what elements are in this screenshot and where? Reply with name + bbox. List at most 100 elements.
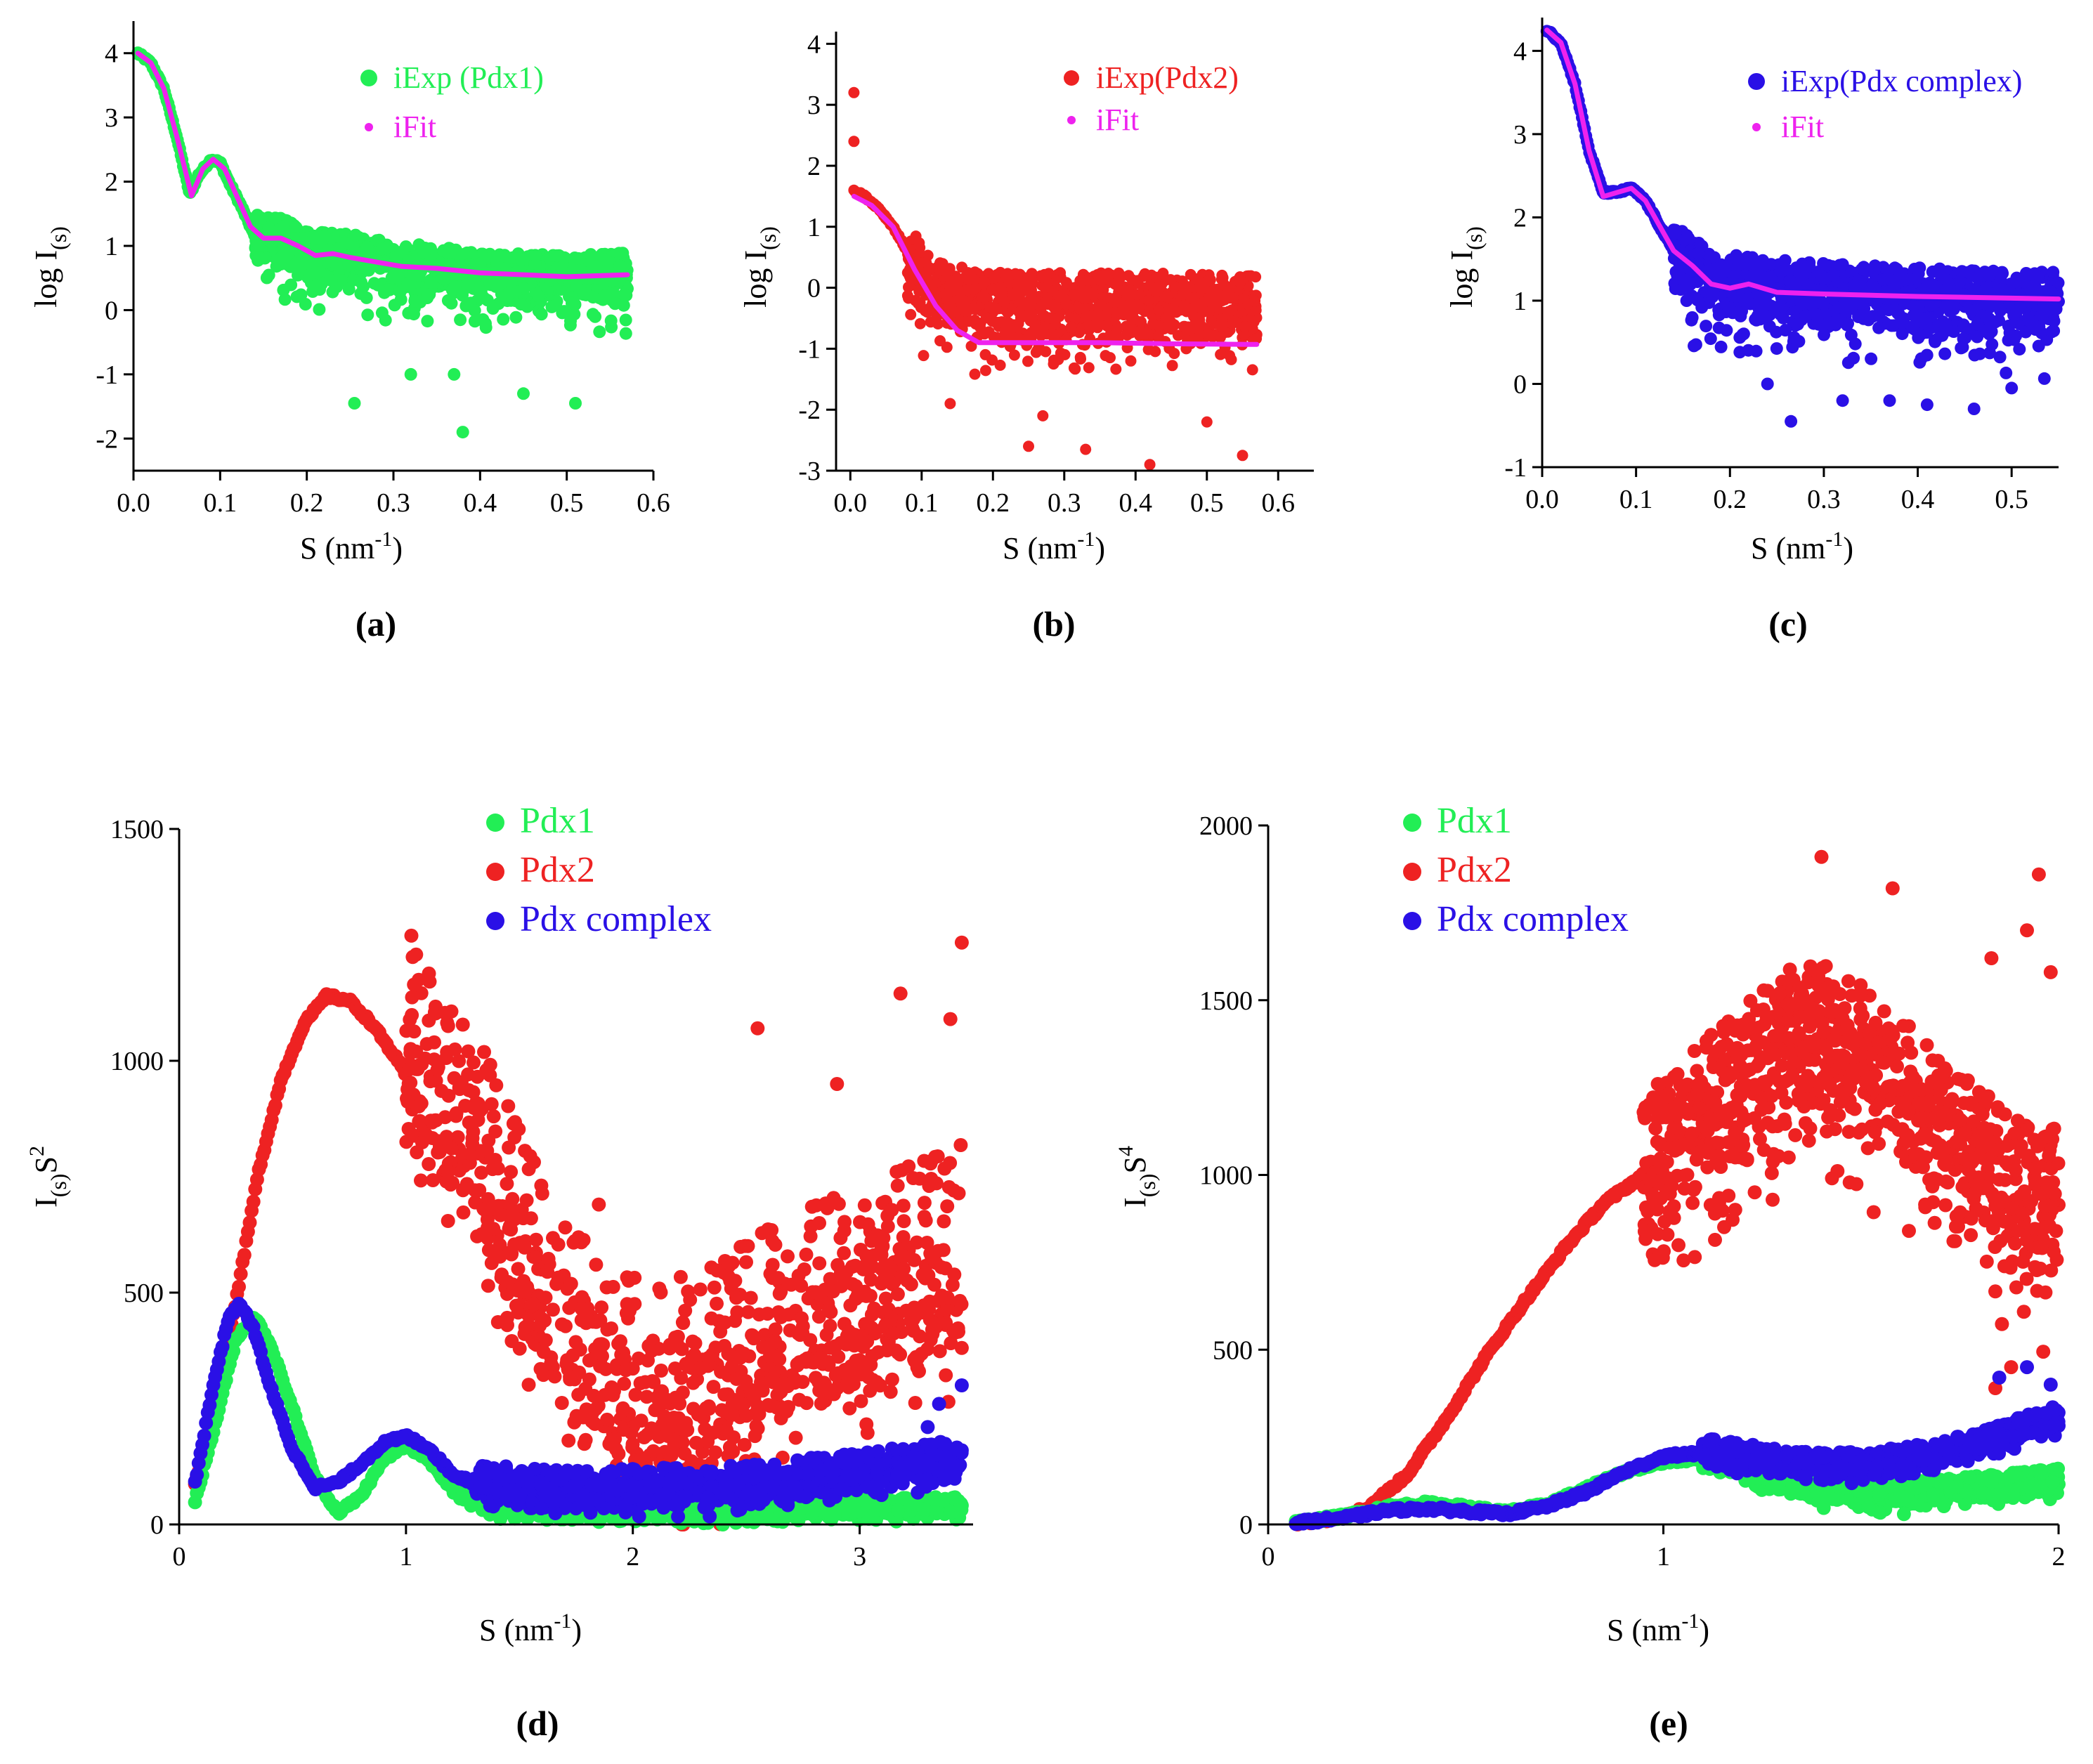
data-point <box>769 1400 784 1415</box>
panel-label: (c) <box>1768 604 1808 643</box>
data-point <box>454 313 467 327</box>
data-point <box>405 990 419 1005</box>
data-point <box>1913 261 1926 275</box>
data-point <box>441 1164 455 1179</box>
data-point <box>1685 313 1698 327</box>
data-point <box>939 1368 953 1383</box>
outlier-point <box>893 986 908 1001</box>
x-axis-title: S (nm-1) <box>1003 528 1105 566</box>
data-point <box>535 308 548 321</box>
data-point <box>1109 278 1121 290</box>
data-point <box>408 294 422 308</box>
data-point <box>1827 269 1840 282</box>
data-point <box>1188 302 1200 314</box>
data-point <box>2022 314 2035 327</box>
data-point <box>1995 282 2009 296</box>
data-point <box>456 1205 471 1220</box>
data-point <box>490 1315 505 1329</box>
data-point <box>598 289 611 302</box>
data-point <box>426 1173 441 1187</box>
data-point <box>663 1339 677 1354</box>
data-point <box>394 293 407 306</box>
data-point <box>488 251 501 264</box>
data-point <box>1226 304 1238 316</box>
data-point <box>427 1052 441 1067</box>
data-point <box>819 1196 833 1211</box>
data-point <box>405 950 420 965</box>
data-point <box>2037 372 2051 385</box>
x-tick-label: 0.4 <box>1901 485 1935 514</box>
data-point <box>885 1203 899 1217</box>
outlier-point <box>1201 416 1213 428</box>
data-point <box>940 1291 955 1305</box>
y-tick-label: -3 <box>798 457 821 486</box>
outlier-point <box>1237 450 1248 462</box>
data-point <box>438 1005 452 1020</box>
data-point <box>739 1409 754 1423</box>
x-tick-label: 0.5 <box>550 488 584 518</box>
data-point <box>1973 347 1986 360</box>
data-point <box>325 274 338 287</box>
data-point <box>589 1314 604 1329</box>
data-point <box>717 1315 732 1330</box>
x-tick-label: 0.3 <box>1807 485 1841 514</box>
data-point <box>303 268 316 282</box>
data-point <box>560 1353 575 1368</box>
data-point <box>360 240 374 254</box>
data-point <box>555 263 568 276</box>
data-point <box>378 286 391 299</box>
data-point <box>1955 341 1968 355</box>
data-point <box>594 1300 609 1315</box>
data-point <box>1215 348 1227 360</box>
data-point <box>462 1115 476 1130</box>
data-point <box>1110 363 1122 375</box>
data-point <box>509 311 523 324</box>
data-point <box>476 313 490 326</box>
data-point <box>747 1391 762 1406</box>
data-point <box>880 1219 895 1234</box>
data-point <box>918 350 930 362</box>
data-point <box>781 1249 795 1264</box>
data-point <box>955 287 967 299</box>
data-point <box>628 1387 643 1402</box>
data-point <box>1908 310 1922 322</box>
data-point <box>493 1208 508 1222</box>
data-point <box>943 1156 958 1170</box>
data-point <box>441 1088 456 1103</box>
data-point <box>812 1216 826 1230</box>
data-point <box>593 1359 608 1373</box>
data-point <box>676 1422 691 1437</box>
data-point <box>823 1319 837 1333</box>
data-point <box>419 1128 433 1142</box>
data-point <box>2032 339 2045 353</box>
outlier-point <box>348 397 361 410</box>
outlier-point <box>1037 410 1049 422</box>
data-point <box>860 1425 875 1440</box>
y-tick-label: 0 <box>807 274 821 303</box>
data-point <box>478 1227 493 1242</box>
data-point <box>1017 276 1029 288</box>
data-point <box>1206 315 1218 327</box>
data-point <box>1069 363 1081 375</box>
data-point <box>1151 271 1163 283</box>
data-point <box>289 221 303 234</box>
y-tick-label: -2 <box>96 424 118 454</box>
data-point <box>619 327 632 340</box>
data-point <box>400 1082 415 1097</box>
data-point <box>861 1217 875 1231</box>
data-point <box>1201 275 1213 287</box>
data-point <box>488 1153 502 1167</box>
data-point <box>733 1397 748 1411</box>
data-point <box>627 1297 642 1312</box>
legend-marker <box>1064 70 1079 86</box>
outlier-point <box>2005 381 2019 395</box>
data-point <box>1153 304 1165 315</box>
data-point <box>1065 321 1077 333</box>
y-tick-label: 3 <box>1513 120 1527 150</box>
data-point <box>504 1247 519 1262</box>
data-point <box>529 1232 543 1247</box>
data-point <box>896 1214 911 1229</box>
outlier-point <box>1967 403 1981 415</box>
